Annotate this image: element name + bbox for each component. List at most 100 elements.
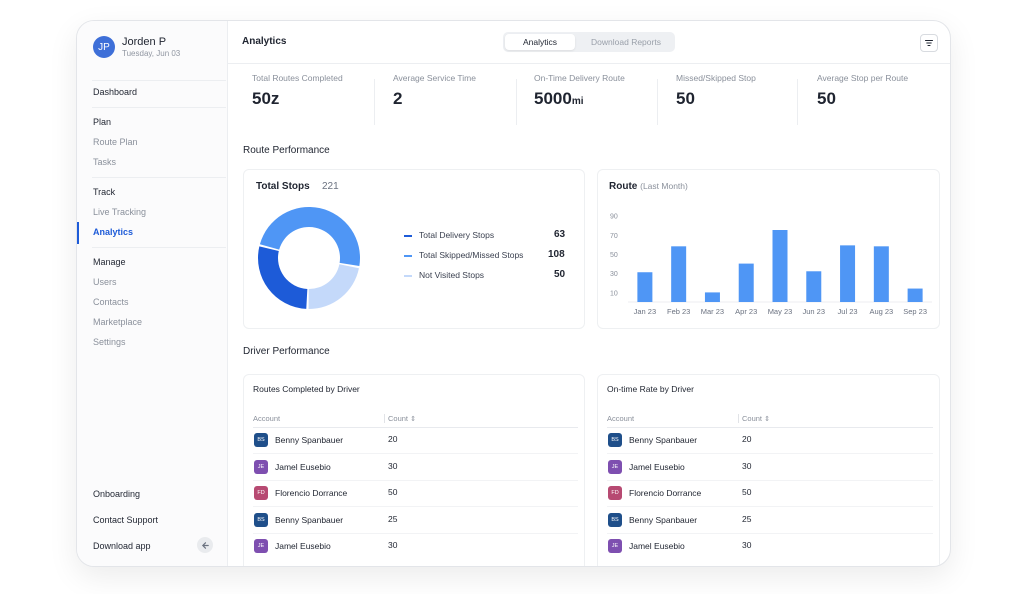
tab-download-reports[interactable]: Download Reports bbox=[591, 37, 661, 47]
bar[interactable] bbox=[840, 245, 856, 302]
stat-avg-service-time: Average Service Time 2 bbox=[393, 73, 476, 125]
filter-icon bbox=[924, 39, 934, 47]
column-header-count[interactable]: Count ⇕ bbox=[384, 414, 416, 423]
sidebar-item-users[interactable]: Users bbox=[93, 277, 117, 287]
bar[interactable] bbox=[907, 288, 923, 302]
stat-value: 5000 bbox=[534, 89, 572, 108]
bar[interactable] bbox=[704, 292, 720, 302]
collapse-sidebar-button[interactable] bbox=[197, 537, 213, 553]
bar[interactable] bbox=[637, 272, 653, 302]
table-row[interactable]: FD Florencio Dorrance bbox=[254, 486, 347, 500]
divider bbox=[92, 177, 226, 178]
legend-label: Total Delivery Stops bbox=[419, 230, 495, 240]
user-name: Jorden P bbox=[122, 36, 167, 48]
sidebar-item-settings[interactable]: Settings bbox=[93, 337, 126, 347]
driver-count: 30 bbox=[388, 460, 398, 471]
x-tick-label: Jan 23 bbox=[634, 307, 657, 316]
stat-missed-skipped: Missed/Skipped Stop 50 bbox=[676, 73, 756, 125]
route-bar-chart: 10 30 50 70 90 Jan 23 Feb 23 Mar 23 Apr 23 May 23… bbox=[610, 214, 932, 316]
row-divider bbox=[253, 532, 578, 534]
sidebar-item-dashboard[interactable]: Dashboard bbox=[93, 87, 138, 97]
column-header-count-label: Count bbox=[742, 414, 763, 423]
stat-avg-stop-per-route: Average Stop per Route 50 bbox=[817, 73, 908, 125]
row-divider bbox=[607, 532, 933, 534]
row-divider bbox=[607, 453, 933, 454]
divider bbox=[253, 427, 578, 428]
bar[interactable] bbox=[671, 246, 687, 302]
avatar: JE bbox=[254, 539, 268, 553]
sidebar-item-route-plan[interactable]: Route Plan bbox=[93, 137, 138, 147]
user-profile[interactable]: JP Jorden P Tuesday, Jun 03 bbox=[93, 36, 180, 58]
table-row[interactable]: JE Jamel Eusebio bbox=[254, 459, 331, 474]
tab-analytics[interactable]: Analytics bbox=[505, 34, 575, 50]
main-content: Analytics Analytics Download Reports Tot… bbox=[227, 21, 950, 566]
bar[interactable] bbox=[806, 271, 822, 302]
stat-label: Average Service Time bbox=[393, 73, 476, 83]
driver-name: Jamel Eusebio bbox=[275, 541, 331, 551]
x-tick-label: May 23 bbox=[768, 307, 793, 316]
driver-count: 30 bbox=[742, 540, 752, 550]
legend-swatch bbox=[404, 234, 412, 237]
table-row[interactable]: BS Benny Spanbauer bbox=[254, 433, 343, 447]
sidebar-item-marketplace[interactable]: Marketplace bbox=[93, 317, 143, 327]
stat-total-routes: Total Routes Completed 50z bbox=[252, 73, 343, 125]
sidebar-item-download-app[interactable]: Download app bbox=[93, 541, 151, 551]
table-row[interactable]: BS Benny Spanbauer bbox=[608, 433, 697, 447]
divider bbox=[92, 107, 226, 108]
sidebar-item-contacts[interactable]: Contacts bbox=[93, 297, 129, 307]
x-tick-label: Apr 23 bbox=[735, 307, 757, 316]
driver-name: Benny Spanbauer bbox=[629, 514, 698, 525]
stat-unit: mi bbox=[571, 96, 584, 107]
filter-button[interactable] bbox=[920, 34, 938, 52]
sidebar-item-contact-support[interactable]: Contact Support bbox=[93, 515, 159, 525]
avatar: BS bbox=[608, 512, 622, 527]
legend-label: Total Skipped/Missed Stops bbox=[419, 250, 524, 260]
column-header-account: Account bbox=[607, 414, 635, 423]
sidebar-section-track: Track bbox=[93, 187, 116, 197]
bar[interactable] bbox=[873, 246, 889, 302]
driver-count: 20 bbox=[388, 434, 398, 444]
stat-label: Missed/Skipped Stop bbox=[676, 73, 756, 83]
stat-value: 50 bbox=[817, 89, 836, 108]
arrow-left-icon bbox=[201, 541, 209, 549]
sort-icon: ⇕ bbox=[764, 416, 770, 423]
y-tick-label: 90 bbox=[610, 214, 618, 221]
section-title-route-performance: Route Performance bbox=[243, 145, 330, 156]
sidebar-item-onboarding[interactable]: Onboarding bbox=[93, 489, 141, 499]
driver-count: 50 bbox=[742, 487, 752, 497]
table-row[interactable]: JE Jamel Eusebio bbox=[608, 539, 685, 553]
bar[interactable] bbox=[772, 230, 788, 302]
x-tick-label: Jun 23 bbox=[803, 307, 826, 316]
table-row[interactable]: BS Benny Spanbauer bbox=[254, 512, 343, 527]
row-divider bbox=[253, 479, 578, 481]
column-header-account: Account bbox=[253, 414, 281, 423]
total-stops-value: 221 bbox=[322, 181, 339, 192]
sidebar-item-tasks[interactable]: Tasks bbox=[93, 157, 117, 167]
avatar: BS bbox=[254, 512, 268, 527]
user-date: Tuesday, Jun 03 bbox=[122, 49, 181, 58]
sidebar-item-live-tracking[interactable]: Live Tracking bbox=[93, 207, 147, 217]
table-row[interactable]: FD Florencio Dorrance bbox=[608, 486, 701, 500]
stat-value: 50z bbox=[252, 89, 280, 108]
driver-count: 25 bbox=[388, 513, 398, 524]
y-tick-label: 10 bbox=[610, 290, 618, 297]
sidebar-item-analytics[interactable]: Analytics bbox=[93, 227, 134, 237]
column-header-count[interactable]: Count ⇕ bbox=[738, 414, 770, 423]
divider bbox=[797, 79, 798, 125]
x-tick-label: Sep 23 bbox=[903, 307, 927, 316]
table-row[interactable]: JE Jamel Eusebio bbox=[254, 539, 331, 553]
active-indicator bbox=[77, 222, 79, 244]
legend-value: 63 bbox=[554, 229, 566, 240]
divider bbox=[92, 247, 226, 248]
x-tick-label: Aug 23 bbox=[869, 307, 893, 316]
column-header-count-label: Count bbox=[388, 414, 409, 423]
bar[interactable] bbox=[738, 263, 754, 302]
routes-by-driver-card: Routes Completed by Driver Account Count… bbox=[243, 374, 585, 566]
legend-value: 108 bbox=[548, 249, 565, 260]
donut-slice bbox=[259, 207, 360, 267]
table-row[interactable]: BS Benny Spanbauer bbox=[608, 512, 698, 527]
table-row[interactable]: JE Jamel Eusebio bbox=[608, 459, 685, 474]
on-time-by-driver-card: On-time Rate by Driver Account Count ⇕ B… bbox=[597, 374, 940, 566]
avatar: JP bbox=[93, 36, 115, 58]
table-title: On-time Rate by Driver bbox=[607, 384, 694, 394]
